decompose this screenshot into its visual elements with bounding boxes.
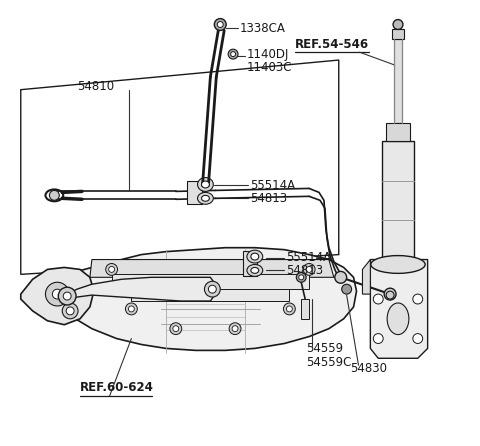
Circle shape bbox=[229, 323, 241, 334]
Circle shape bbox=[208, 285, 216, 293]
Circle shape bbox=[296, 273, 306, 282]
Circle shape bbox=[335, 271, 347, 283]
Circle shape bbox=[170, 323, 182, 334]
Circle shape bbox=[66, 307, 74, 315]
Circle shape bbox=[303, 264, 315, 275]
Text: 11403C: 11403C bbox=[247, 62, 292, 74]
Ellipse shape bbox=[46, 190, 63, 201]
Circle shape bbox=[373, 334, 383, 343]
Ellipse shape bbox=[371, 256, 425, 273]
Text: REF.54-546: REF.54-546 bbox=[295, 38, 370, 51]
Polygon shape bbox=[57, 248, 357, 351]
Circle shape bbox=[384, 288, 396, 300]
Circle shape bbox=[106, 264, 118, 275]
Text: REF.60-624: REF.60-624 bbox=[80, 381, 154, 394]
Circle shape bbox=[125, 303, 137, 315]
Ellipse shape bbox=[247, 250, 263, 263]
Circle shape bbox=[217, 21, 223, 28]
Bar bbox=[392, 29, 404, 39]
Polygon shape bbox=[21, 268, 94, 325]
Bar bbox=[386, 123, 410, 141]
Text: 54813: 54813 bbox=[287, 264, 324, 277]
Circle shape bbox=[413, 294, 423, 304]
Polygon shape bbox=[90, 260, 334, 277]
Circle shape bbox=[373, 294, 383, 304]
Polygon shape bbox=[21, 60, 339, 274]
Text: 55514A: 55514A bbox=[250, 179, 295, 192]
Polygon shape bbox=[243, 251, 257, 277]
Circle shape bbox=[62, 303, 78, 319]
Text: 54559: 54559 bbox=[306, 342, 343, 355]
Circle shape bbox=[58, 287, 76, 305]
Circle shape bbox=[299, 275, 304, 280]
Bar bbox=[132, 289, 289, 301]
Bar bbox=[394, 39, 402, 123]
Bar bbox=[301, 299, 309, 319]
Circle shape bbox=[215, 19, 226, 30]
Circle shape bbox=[204, 281, 220, 297]
Circle shape bbox=[228, 49, 238, 59]
Circle shape bbox=[49, 190, 59, 200]
Ellipse shape bbox=[251, 268, 259, 273]
Text: 54830: 54830 bbox=[350, 362, 388, 375]
Ellipse shape bbox=[202, 181, 209, 188]
Ellipse shape bbox=[198, 192, 213, 204]
Circle shape bbox=[108, 266, 115, 273]
Ellipse shape bbox=[247, 264, 263, 277]
Circle shape bbox=[173, 326, 179, 332]
Text: 1140DJ: 1140DJ bbox=[247, 48, 289, 61]
Bar bbox=[382, 141, 414, 260]
Circle shape bbox=[230, 52, 236, 57]
Circle shape bbox=[284, 303, 295, 315]
Polygon shape bbox=[67, 277, 216, 301]
Circle shape bbox=[129, 306, 134, 312]
Text: 54813: 54813 bbox=[250, 192, 287, 205]
Text: 54559C: 54559C bbox=[306, 356, 351, 369]
Circle shape bbox=[413, 334, 423, 343]
Circle shape bbox=[306, 266, 312, 273]
Circle shape bbox=[287, 306, 292, 312]
Circle shape bbox=[232, 326, 238, 332]
Polygon shape bbox=[371, 260, 428, 358]
Polygon shape bbox=[187, 181, 203, 204]
Circle shape bbox=[63, 292, 71, 300]
Bar bbox=[112, 274, 309, 289]
Circle shape bbox=[52, 289, 62, 299]
Ellipse shape bbox=[387, 303, 409, 334]
Ellipse shape bbox=[251, 253, 259, 260]
Circle shape bbox=[46, 282, 69, 306]
Circle shape bbox=[393, 20, 403, 29]
Ellipse shape bbox=[198, 178, 213, 191]
Ellipse shape bbox=[202, 195, 209, 201]
Text: 54810: 54810 bbox=[77, 80, 114, 93]
Circle shape bbox=[342, 284, 351, 294]
Polygon shape bbox=[362, 260, 371, 294]
Circle shape bbox=[386, 291, 394, 299]
Text: 1338CA: 1338CA bbox=[240, 22, 286, 35]
Text: 55514A: 55514A bbox=[287, 251, 332, 264]
